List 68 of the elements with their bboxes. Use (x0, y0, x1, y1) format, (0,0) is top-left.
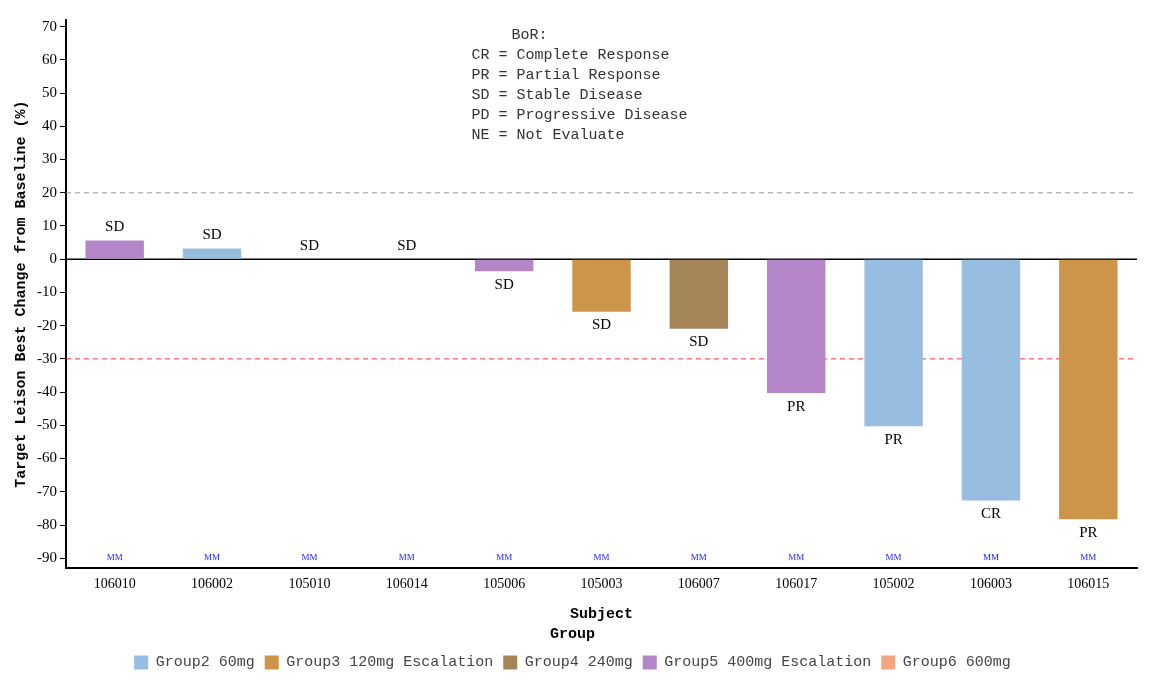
x-tick-label: 106003 (969, 576, 1012, 592)
x-tick-label: 106010 (93, 576, 136, 592)
y-tick-label: -50 (37, 416, 57, 433)
x-axis-title: Subject (569, 605, 634, 623)
x-tick-label: 105003 (580, 576, 623, 592)
legend-label: Group5 400mg Escalation (664, 654, 872, 672)
annotation: MM (593, 552, 610, 563)
y-tick-label: -40 (37, 383, 57, 400)
data-label: SD (494, 275, 514, 292)
annotation: MM (1080, 552, 1097, 563)
data-label: SD (105, 218, 125, 235)
x-tick-label: 106007 (677, 576, 720, 592)
bar (1059, 259, 1118, 520)
y-tick-label: -30 (37, 349, 57, 366)
x-tick-label: 106015 (1067, 576, 1110, 592)
annotation: MM (398, 552, 415, 563)
data-label: SD (299, 236, 320, 253)
x-tick-label: 106002 (191, 576, 234, 592)
legend-label: Group6 600mg (902, 654, 1011, 672)
x-tick-label: 106014 (385, 576, 428, 592)
data-label: PR (787, 397, 806, 414)
y-tick-label: 20 (42, 183, 57, 200)
y-tick-label: 0 (49, 250, 57, 267)
bar (961, 259, 1021, 501)
y-tick-label: 30 (42, 150, 57, 167)
y-tick-label: 70 (42, 17, 57, 34)
y-tick-label: -10 (37, 283, 57, 300)
bar (669, 259, 729, 329)
x-tick-label: 105002 (872, 576, 915, 592)
data-label: SD (689, 333, 709, 350)
y-axis-title: Target Leison Best Change from Baseline (%) (12, 100, 30, 488)
annotation: MM (788, 552, 805, 563)
bar (474, 259, 534, 272)
annotation: MM (690, 552, 707, 563)
annotation: MM (496, 552, 513, 563)
bar (864, 259, 923, 427)
data-label: PR (884, 430, 903, 447)
y-tick-label: -70 (37, 482, 57, 499)
annotation: BoR: CR = Complete Response PR = Partial Response SD = Stable Disease PD = Progressive Disease NE = Not Evaluate (471, 27, 688, 145)
legend-label: Group3 120mg Escalation (286, 654, 494, 672)
bar (572, 259, 631, 312)
data-label: SD (397, 236, 417, 253)
x-tick-label: 105006 (483, 576, 526, 592)
bar (85, 240, 144, 259)
data-label: PR (1079, 523, 1098, 540)
legend-label: Group4 240mg (524, 654, 633, 672)
data-label: SD (591, 316, 612, 333)
y-tick-label: 10 (42, 216, 57, 233)
annotation: MM (982, 552, 999, 563)
x-tick-label: 105010 (288, 576, 331, 592)
y-tick-label: -80 (37, 515, 57, 532)
bar (767, 259, 826, 394)
data-label: CR (980, 504, 1001, 521)
y-tick-label: 40 (42, 117, 57, 134)
annotation: MM (106, 552, 123, 563)
annotation: MM (204, 552, 221, 563)
annotation: MM (885, 552, 902, 563)
y-tick-label: 60 (42, 50, 57, 67)
data-label: SD (202, 226, 222, 243)
legend-title: Group (549, 626, 596, 644)
annotation: MM (301, 552, 318, 563)
legend-label: Group2 60mg (155, 654, 255, 672)
y-tick-label: -90 (37, 549, 57, 566)
y-tick-label: -20 (37, 316, 57, 333)
x-tick-label: 106017 (775, 576, 818, 592)
y-tick-label: 50 (42, 84, 57, 101)
bar (182, 248, 242, 259)
y-tick-label: -60 (37, 449, 57, 466)
